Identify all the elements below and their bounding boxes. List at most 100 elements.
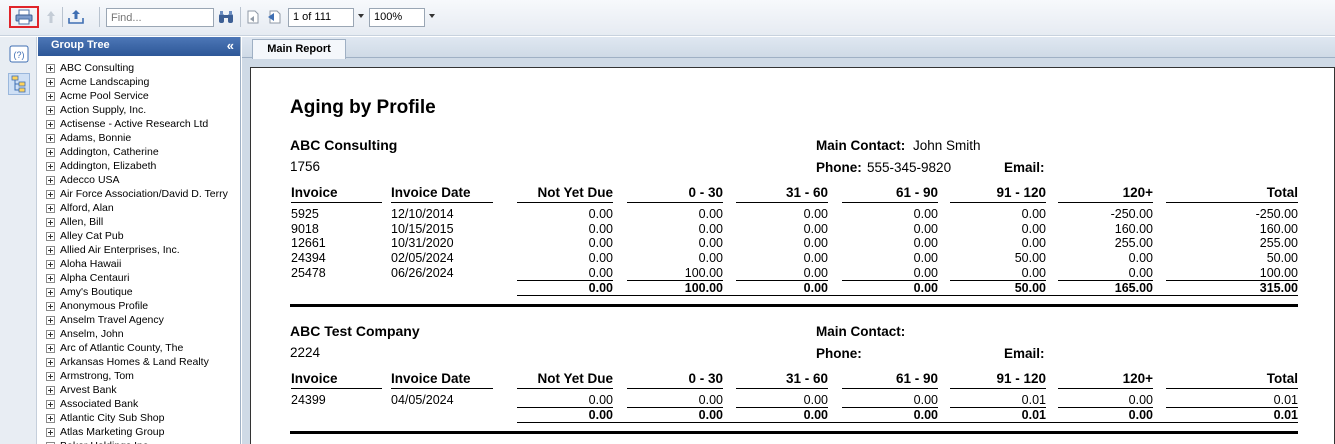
tree-item[interactable]: Allen, Bill (38, 215, 240, 229)
expand-icon[interactable] (46, 217, 55, 227)
collapse-panel-button[interactable]: « (226, 38, 234, 53)
expand-icon[interactable] (46, 329, 55, 339)
table-cell: 50.00 (1266, 251, 1298, 266)
tree-item[interactable]: Aloha Hawaii (38, 257, 240, 271)
tree-item[interactable]: Acme Pool Service (38, 89, 240, 103)
tree-item[interactable]: Arc of Atlantic County, The (38, 341, 240, 355)
tree-item[interactable]: Alford, Alan (38, 201, 240, 215)
table-cell: 0.00 (803, 236, 828, 251)
expand-icon[interactable] (46, 105, 55, 115)
search-button[interactable] (217, 6, 235, 28)
tree-item[interactable]: Acme Landscaping (38, 75, 240, 89)
expand-icon[interactable] (46, 357, 55, 367)
expand-icon[interactable] (46, 371, 55, 381)
report-rule (1058, 388, 1153, 389)
customer-name: ABC Consulting (290, 137, 398, 153)
tree-item[interactable]: ABC Consulting (38, 61, 240, 75)
prev-page-button[interactable] (264, 6, 284, 28)
expand-icon[interactable] (46, 63, 55, 73)
table-cell: 0.00 (588, 251, 613, 266)
tree-item[interactable]: Arvest Bank (38, 383, 240, 397)
help-button[interactable]: (?) (8, 43, 30, 65)
zoom-field[interactable]: 100% (369, 8, 425, 27)
report-rule (736, 202, 828, 203)
report-rule (627, 388, 723, 389)
tree-item-label: Action Supply, Inc. (60, 104, 147, 116)
expand-icon[interactable] (46, 413, 55, 423)
total-cell: 0.00 (588, 407, 613, 422)
export-button[interactable] (66, 6, 86, 28)
expand-icon[interactable] (46, 161, 55, 171)
expand-icon[interactable] (46, 203, 55, 213)
expand-icon[interactable] (46, 315, 55, 325)
column-header: Total (1266, 185, 1298, 200)
expand-icon[interactable] (46, 133, 55, 143)
expand-icon[interactable] (46, 301, 55, 311)
group-tree-toggle[interactable] (8, 73, 30, 95)
report-rule (950, 202, 1046, 203)
tree-item[interactable]: Allied Air Enterprises, Inc. (38, 243, 240, 257)
report-rule (950, 279, 1046, 281)
column-header: 61 - 90 (895, 371, 938, 386)
tab-main-report[interactable]: Main Report (252, 39, 346, 59)
expand-icon[interactable] (46, 399, 55, 409)
expand-icon[interactable] (46, 77, 55, 87)
total-cell: 0.00 (698, 407, 723, 422)
tree-item[interactable]: Armstrong, Tom (38, 369, 240, 383)
table-cell: 0.00 (698, 207, 723, 221)
column-header: 120+ (1122, 185, 1153, 200)
expand-icon[interactable] (46, 343, 55, 353)
expand-icon[interactable] (46, 245, 55, 255)
expand-icon[interactable] (46, 175, 55, 185)
column-header: Total (1266, 371, 1298, 386)
table-cell: 0.00 (588, 236, 613, 251)
total-cell: 0.00 (803, 407, 828, 422)
table-cell: 9018 (291, 221, 319, 236)
tree-item[interactable]: Atlas Marketing Group (38, 425, 240, 439)
expand-icon[interactable] (46, 287, 55, 297)
first-page-button[interactable] (244, 6, 262, 28)
up-button[interactable] (42, 6, 60, 28)
tree-item[interactable]: Alley Cat Pub (38, 229, 240, 243)
tree-item[interactable]: Anonymous Profile (38, 299, 240, 313)
table-cell: 100.00 (684, 265, 723, 280)
report-rule (517, 388, 613, 389)
table-cell: 0.00 (913, 265, 938, 280)
expand-icon[interactable] (46, 427, 55, 437)
tree-item[interactable]: Anselm, John (38, 327, 240, 341)
tree-item[interactable]: Atlantic City Sub Shop (38, 411, 240, 425)
tree-item[interactable]: Anselm Travel Agency (38, 313, 240, 327)
expand-icon[interactable] (46, 119, 55, 129)
total-cell: 0.00 (913, 407, 938, 422)
tree-item[interactable]: Associated Bank (38, 397, 240, 411)
tree-item[interactable]: Baker Holdings Inc (38, 439, 240, 444)
tree-item[interactable]: Arkansas Homes & Land Realty (38, 355, 240, 369)
tree-item[interactable]: Alpha Centauri (38, 271, 240, 285)
page-dropdown-icon[interactable] (358, 14, 364, 18)
zoom-dropdown-icon[interactable] (429, 14, 435, 18)
print-button[interactable] (9, 6, 39, 28)
expand-icon[interactable] (46, 273, 55, 283)
tree-item[interactable]: Adams, Bonnie (38, 131, 240, 145)
tree-item[interactable]: Actisense - Active Research Ltd (38, 117, 240, 131)
total-cell: 165.00 (1114, 280, 1153, 295)
tree-item[interactable]: Air Force Association/David D. Terry (38, 187, 240, 201)
find-input[interactable] (106, 8, 214, 27)
expand-icon[interactable] (46, 91, 55, 101)
tree-item-label: Acme Landscaping (60, 76, 150, 88)
expand-icon[interactable] (46, 385, 55, 395)
page-number-field[interactable]: 1 of 111 (288, 8, 354, 27)
group-tree-list: ABC Consulting Acme Landscaping Acme Pool … (38, 56, 240, 444)
report-rule (950, 388, 1046, 389)
expand-icon[interactable] (46, 147, 55, 157)
tree-item[interactable]: Action Supply, Inc. (38, 103, 240, 117)
expand-icon[interactable] (46, 259, 55, 269)
tree-item[interactable]: Addington, Elizabeth (38, 159, 240, 173)
tree-item-label: Associated Bank (60, 398, 139, 410)
tree-item[interactable]: Amy's Boutique (38, 285, 240, 299)
tree-item[interactable]: Addington, Catherine (38, 145, 240, 159)
expand-icon[interactable] (46, 231, 55, 241)
expand-icon[interactable] (46, 189, 55, 199)
tree-item[interactable]: Adecco USA (38, 173, 240, 187)
